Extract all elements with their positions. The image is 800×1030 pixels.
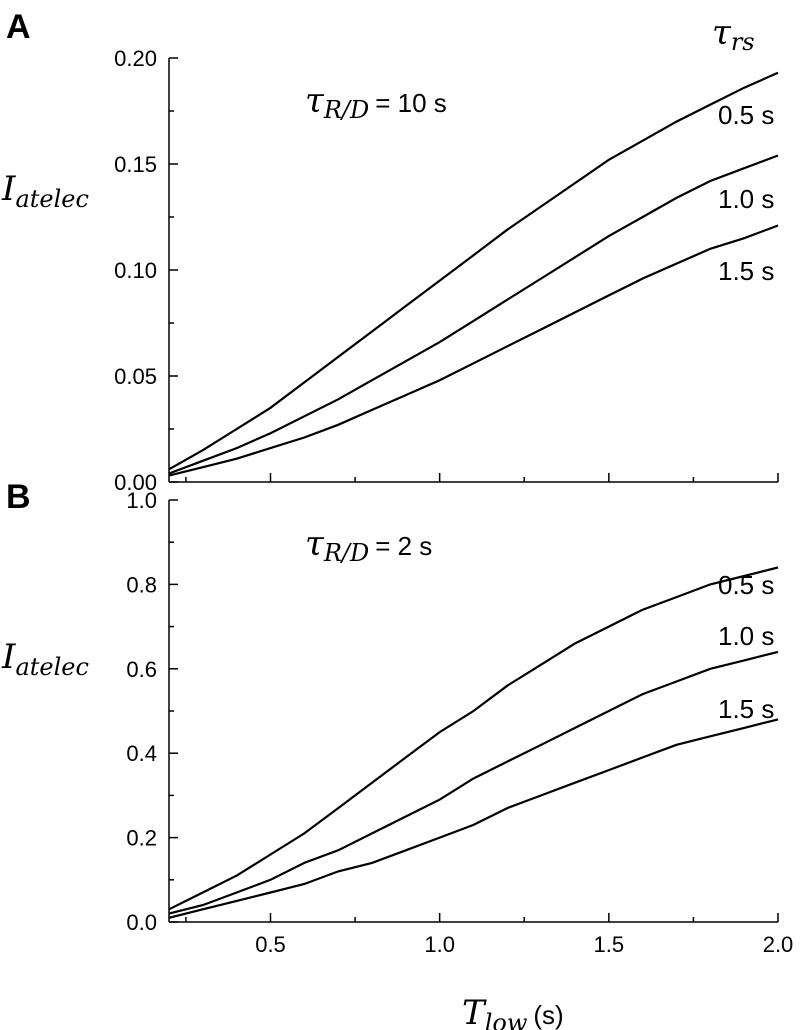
y-tick-label-b: 1.0 [126,488,157,513]
x-tick-label-b: 1.0 [424,932,455,957]
y-axis-label-a-main: I [1,169,16,209]
legend-header-sub: rs [731,28,755,56]
y-tick-label-b: 0.4 [126,741,157,766]
x-tick-label-b: 2.0 [763,932,794,957]
x-tick-label-b: 1.5 [594,932,625,957]
series-line-b-3 [168,718,779,919]
x-axis-label-unit: (s) [533,1000,563,1030]
series-label-b-3: 1.5 s [718,694,774,724]
y-tick-label-a: 0.10 [114,258,157,283]
series-label-b-1: 0.5 s [718,570,774,600]
series-label-a-3: 1.5 s [718,256,774,286]
svg-text:Tlow(s): Tlow (s) [462,993,564,1030]
svg-text:τR/D= 10 s: τR/D = 10 s [305,81,447,124]
x-tick-label-b: 0.5 [255,932,286,957]
svg-text:Iatelec: Iatelec [1,169,89,213]
legend-header-main: τ [712,13,732,53]
annotation-a-sub: R/D [323,96,369,124]
svg-text:τrs: τrs [712,13,755,56]
annotation-a-value: = 10 s [375,88,447,118]
x-axis-label-main: T [462,993,487,1030]
series-line-a-1 [168,71,779,471]
svg-text:Iatelec: Iatelec [1,637,89,681]
y-axis-label-a-sub: atelec [15,185,88,213]
series-line-a-3 [168,224,779,477]
annotation-b-main: τ [305,524,325,564]
x-axis-label: Tlow (s) [462,993,564,1030]
y-tick-label-b: 0.0 [126,910,157,935]
panel-b: 0.0 0.2 0.4 0.6 0.8 1.0 0.5 1.0 1.5 2.0 0.5 s 1.0 s… [126,488,793,957]
series-line-b-1 [168,566,779,911]
series-line-b-2 [168,650,779,915]
y-axis-label-b: Iatelec [1,637,89,681]
annotation-b-sub: R/D [323,539,369,567]
svg-text:τR/D= 2 s: τR/D = 2 s [305,524,432,567]
y-tick-label-b: 0.6 [126,657,157,682]
legend-header-tau-rs: τrs [712,13,755,56]
panel-a: 0.00 0.05 0.10 0.15 0.20 0.5 s 1.0 s 1.5 s [114,46,779,495]
annotation-b-value: = 2 s [375,531,432,561]
y-tick-label-a: 0.20 [114,46,157,71]
y-axis-label-b-main: I [1,637,16,677]
plot-layer: 0.000.050.100.150.200.5 s1.0 s1.5 s0.00.… [114,46,793,957]
y-axis-label-a: Iatelec [1,169,89,213]
panel-label-a: A [6,8,31,46]
y-tick-label-b: 0.8 [126,572,157,597]
annotation-a-main: τ [305,81,325,121]
y-tick-label-a: 0.15 [114,152,157,177]
annotation-b: τR/D = 2 s [305,524,432,567]
x-axis-label-sub: low [485,1009,528,1030]
panel-label-b: B [6,478,31,516]
series-label-b-2: 1.0 s [718,621,774,651]
y-axis-label-b-sub: atelec [15,653,88,681]
y-tick-label-a: 0.05 [114,364,157,389]
series-line-a-2 [168,154,779,475]
annotation-a: τR/D = 10 s [305,81,447,124]
series-label-a-2: 1.0 s [718,184,774,214]
y-tick-label-b: 0.2 [126,826,157,851]
series-label-a-1: 0.5 s [718,100,774,130]
y-tick-label-a: 0.00 [114,470,157,495]
